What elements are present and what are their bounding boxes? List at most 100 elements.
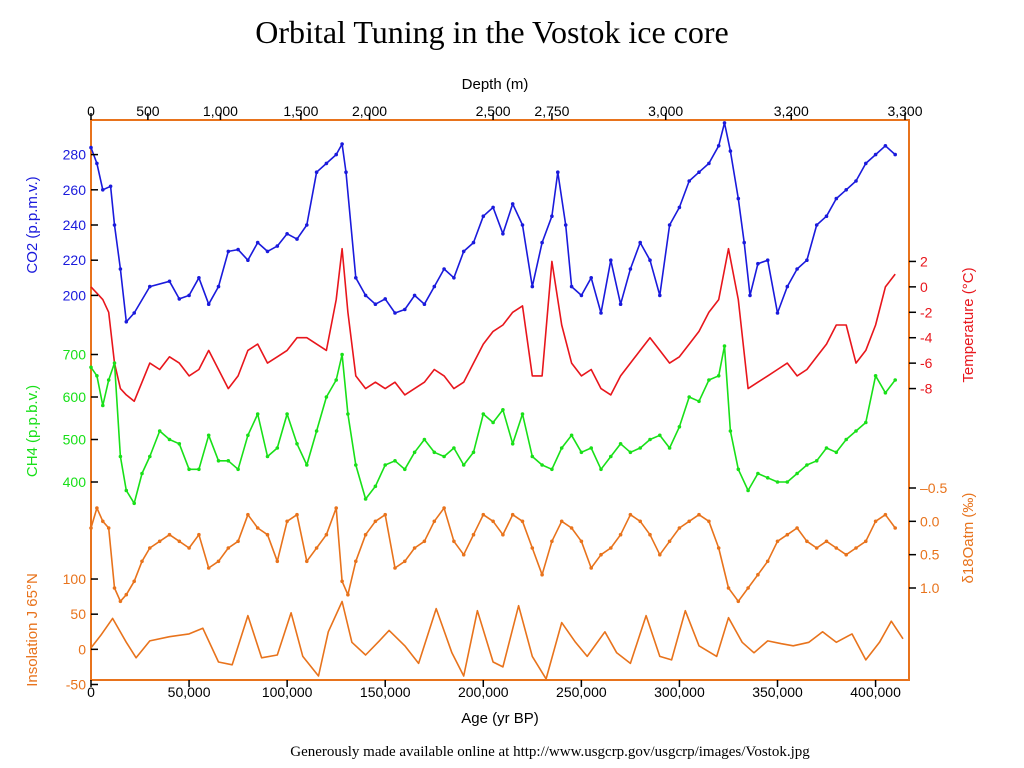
ch4-point	[295, 442, 299, 446]
d18o-point	[814, 546, 819, 550]
ch4-point	[148, 454, 152, 459]
chart-frame	[90, 119, 910, 681]
d18o-point	[167, 532, 172, 537]
ch4-point	[101, 403, 105, 408]
ch4-point	[530, 454, 535, 459]
d18o-point	[314, 546, 319, 550]
ch4-point	[197, 467, 201, 472]
ch4-point	[461, 463, 466, 467]
ch4-point	[716, 374, 721, 378]
ch4-point	[873, 374, 878, 378]
ch4-point	[728, 429, 733, 433]
depth-tick-label: 2,000	[352, 103, 387, 119]
co2-point	[265, 249, 270, 254]
ch4-point	[854, 429, 858, 433]
co2-point	[728, 149, 733, 153]
ch4-point	[442, 454, 446, 459]
ch4-point	[775, 480, 780, 484]
co2-point	[187, 293, 191, 298]
co2-point	[354, 276, 358, 280]
ch4-point	[844, 437, 848, 442]
panel-axes: 200 220 240 260 280 CO2 (p.p.m.v.) 2 0 -2 -4 -6 -8 T…	[24, 147, 977, 693]
co2-point	[236, 247, 240, 252]
ch4-point	[363, 497, 368, 501]
ch4-point	[501, 408, 505, 412]
d18o-point	[432, 519, 437, 524]
d18o-point	[324, 532, 329, 537]
d18o-point	[834, 546, 839, 550]
insolation-tick-label: 100	[63, 571, 87, 587]
d18o-point	[148, 546, 152, 550]
d18o-point	[187, 546, 191, 550]
co2-point	[491, 205, 495, 210]
ch4-tick-label: 400	[63, 474, 87, 490]
co2-point	[363, 293, 368, 298]
ch4-point	[112, 361, 117, 365]
image-caption: Generously made available online at http…	[290, 744, 810, 760]
co2-point	[275, 244, 280, 248]
co2-point	[197, 276, 201, 280]
ch4-point	[340, 352, 344, 357]
d18o-point	[579, 539, 584, 544]
d18o-point	[883, 512, 888, 517]
d18o-point	[550, 539, 554, 544]
co2-point	[697, 170, 701, 174]
co2-point	[95, 161, 99, 166]
co2-point	[118, 267, 123, 271]
d18o-point	[246, 512, 250, 517]
series-layer	[89, 121, 904, 680]
ch4-point	[354, 463, 358, 467]
depth-tick-label: 3,000	[648, 103, 683, 119]
co2-point	[864, 161, 868, 166]
depth-axis: Depth (m) 0 500 1,000 1,500 2,000 2,500 2,750 3…	[87, 76, 923, 120]
d18o-point	[667, 539, 672, 544]
d18o-point	[707, 519, 711, 524]
temperature-tick-label: 2	[920, 253, 928, 269]
d18o-point	[295, 512, 299, 517]
temperature-tick-label: 0	[920, 279, 928, 295]
age-tick-label: 100,000	[262, 684, 313, 700]
co2-point	[246, 258, 250, 263]
ch4-point	[124, 488, 129, 493]
d18o-point	[265, 532, 270, 537]
d18o-point	[471, 532, 476, 537]
co2-point	[432, 284, 437, 289]
ch4-tick-label: 700	[63, 347, 87, 363]
co2-point	[344, 170, 348, 174]
co2-point	[393, 311, 397, 315]
ch4-point	[618, 442, 623, 446]
co2-point	[785, 284, 790, 289]
d18o-point	[132, 579, 136, 584]
depth-tick-label: 0	[87, 103, 95, 119]
ch4-point	[285, 412, 289, 416]
d18o-point	[540, 572, 544, 577]
ch4-point	[599, 467, 603, 472]
ch4-point	[756, 471, 760, 476]
co2-point	[471, 240, 476, 245]
co2-point	[883, 144, 888, 148]
co2-point	[756, 261, 760, 266]
insolation-tick-label: -50	[66, 676, 86, 692]
d18o-point	[864, 539, 868, 544]
d18o-axis-title: δ18Oatm (‰)	[960, 493, 977, 584]
d18o-point	[216, 559, 221, 564]
d18o-point	[112, 586, 117, 590]
d18o-point	[373, 519, 378, 524]
ch4-point	[216, 459, 221, 463]
age-axis-title: Age (yr BP)	[461, 710, 539, 727]
co2-point	[530, 284, 535, 289]
ch4-point	[589, 446, 593, 450]
d18o-point	[893, 526, 897, 530]
ch4-point	[140, 471, 144, 476]
co2-point	[658, 293, 662, 298]
ch4-point	[471, 450, 476, 455]
age-tick-label: 200,000	[458, 684, 509, 700]
ch4-point	[95, 374, 99, 378]
ch4-tick-label: 600	[63, 389, 87, 405]
d18o-point	[697, 512, 701, 517]
co2-point	[340, 142, 344, 146]
d18o-point	[530, 546, 535, 550]
ch4-point	[687, 395, 691, 399]
co2-point	[540, 240, 544, 245]
